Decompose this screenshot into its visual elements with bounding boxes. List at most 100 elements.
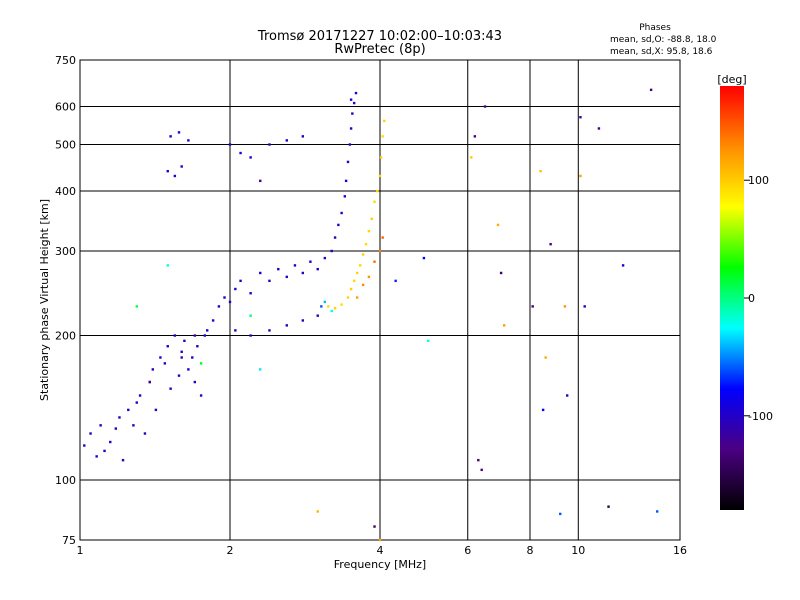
data-point bbox=[373, 525, 376, 528]
data-point bbox=[361, 283, 365, 287]
data-point bbox=[211, 319, 215, 322]
x-tick-label: 16 bbox=[673, 544, 687, 557]
data-point bbox=[135, 305, 138, 308]
colorbar-tick-label: 0 bbox=[748, 292, 755, 305]
data-point bbox=[320, 305, 323, 308]
data-point bbox=[621, 264, 625, 267]
data-point bbox=[143, 432, 147, 435]
data-point bbox=[277, 267, 280, 271]
data-point bbox=[173, 334, 177, 337]
data-point bbox=[205, 329, 209, 332]
data-point bbox=[173, 174, 177, 178]
data-point bbox=[473, 135, 477, 138]
data-point bbox=[649, 88, 653, 92]
data-point bbox=[355, 271, 359, 275]
data-point bbox=[135, 401, 138, 404]
data-point bbox=[169, 387, 172, 390]
y-tick-label: 200 bbox=[55, 330, 76, 343]
data-point bbox=[373, 260, 376, 263]
data-point bbox=[203, 334, 206, 337]
data-point bbox=[316, 314, 319, 317]
data-point bbox=[348, 143, 352, 146]
data-point bbox=[103, 449, 106, 453]
data-point bbox=[199, 394, 203, 397]
data-point bbox=[268, 279, 271, 283]
data-point bbox=[234, 287, 237, 291]
data-point bbox=[249, 156, 252, 159]
data-point bbox=[579, 116, 582, 119]
data-point bbox=[579, 174, 582, 178]
data-point bbox=[109, 440, 112, 444]
data-point bbox=[376, 189, 379, 193]
y-tick-label: 750 bbox=[55, 54, 76, 67]
data-point bbox=[349, 287, 353, 291]
data-point bbox=[480, 468, 483, 472]
data-points bbox=[83, 88, 659, 542]
data-point bbox=[217, 305, 221, 308]
data-point bbox=[502, 324, 506, 327]
chart-subtitle: RwPretec (8p) bbox=[334, 42, 425, 57]
x-axis-label: Frequency [MHz] bbox=[334, 558, 426, 571]
data-point bbox=[159, 356, 162, 359]
y-tick-label: 600 bbox=[55, 101, 76, 114]
data-point bbox=[285, 324, 288, 327]
data-point bbox=[187, 368, 190, 371]
data-point bbox=[259, 179, 262, 183]
data-point bbox=[223, 296, 226, 299]
colorbar-label: [deg] bbox=[717, 73, 746, 86]
data-point bbox=[470, 156, 473, 159]
y-axis-ticks: 75 100 200 300 400 500 600 750 bbox=[55, 54, 76, 547]
data-point bbox=[496, 223, 500, 227]
data-point bbox=[187, 139, 190, 142]
data-point bbox=[565, 394, 569, 397]
data-point bbox=[330, 309, 333, 313]
data-point bbox=[597, 127, 601, 130]
data-point bbox=[559, 512, 562, 516]
colorbar-ticks: 100 0 -100 bbox=[744, 174, 773, 423]
colorbar bbox=[720, 86, 744, 510]
phase-box-title: Phases bbox=[639, 23, 671, 33]
data-point bbox=[383, 119, 386, 123]
data-point bbox=[378, 538, 382, 542]
data-point bbox=[249, 334, 252, 337]
x-tick-label: 6 bbox=[464, 544, 471, 557]
data-point bbox=[268, 143, 271, 146]
data-point bbox=[323, 300, 327, 304]
data-point bbox=[370, 217, 373, 221]
data-point bbox=[327, 305, 330, 308]
data-point bbox=[285, 275, 288, 279]
data-point bbox=[340, 303, 343, 306]
data-point bbox=[344, 179, 348, 183]
data-point bbox=[301, 271, 305, 275]
data-point bbox=[89, 432, 92, 435]
data-point bbox=[381, 236, 384, 239]
data-point bbox=[549, 242, 552, 246]
data-point bbox=[180, 165, 183, 168]
data-point bbox=[394, 279, 397, 283]
data-point bbox=[99, 424, 102, 427]
data-point bbox=[378, 249, 382, 253]
data-point bbox=[316, 510, 319, 513]
data-point bbox=[367, 229, 371, 233]
data-point bbox=[340, 211, 343, 215]
data-point bbox=[121, 458, 125, 462]
data-point bbox=[367, 275, 371, 279]
data-point bbox=[333, 236, 337, 239]
data-point bbox=[309, 260, 312, 263]
y-axis-label: Stationary phase Virtual Height [km] bbox=[38, 199, 51, 401]
data-point bbox=[169, 135, 172, 138]
data-point bbox=[330, 249, 333, 253]
data-point bbox=[337, 223, 340, 227]
data-point bbox=[132, 424, 135, 427]
x-tick-label: 2 bbox=[227, 544, 234, 557]
data-point bbox=[83, 444, 86, 447]
data-point bbox=[193, 334, 197, 337]
data-point bbox=[301, 135, 305, 138]
data-point bbox=[239, 151, 242, 155]
data-point bbox=[191, 356, 194, 359]
data-point bbox=[163, 362, 167, 365]
x-tick-label: 10 bbox=[571, 544, 585, 557]
data-point bbox=[531, 305, 534, 308]
data-point bbox=[249, 314, 252, 317]
